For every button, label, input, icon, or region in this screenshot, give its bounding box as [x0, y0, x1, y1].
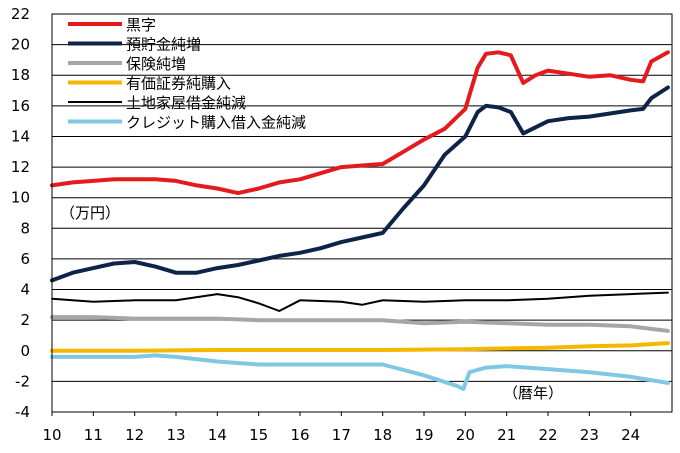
series-line	[50, 353, 670, 391]
series-layer	[50, 50, 670, 391]
legend-label: 土地家屋借金純減	[126, 94, 246, 112]
plot-border	[51, 13, 673, 413]
x-tick-label: 23	[580, 426, 599, 444]
y-tick-label: 2	[20, 311, 30, 329]
y-tick-label: 4	[20, 281, 30, 299]
y-tick-label: 22	[11, 5, 30, 23]
x-tick-label: 17	[332, 426, 351, 444]
x-tick-label: 12	[125, 426, 144, 444]
x-tick-label: 16	[290, 426, 309, 444]
y-tick-label: -4	[15, 403, 30, 421]
x-tick-label: 20	[456, 426, 475, 444]
y-tick-label: -2	[15, 372, 30, 390]
series-line	[50, 315, 670, 333]
series-line	[50, 85, 670, 283]
y-tick-label: 14	[11, 127, 30, 145]
y-tick-label: 6	[20, 250, 30, 268]
x-tick-label: 21	[497, 426, 516, 444]
y-axis-unit-label: （万円）	[60, 204, 120, 222]
x-tick-label: 22	[538, 426, 557, 444]
y-tick-label: 10	[11, 189, 30, 207]
y-tick-label: 18	[11, 66, 30, 84]
x-axis-ticks: 10 11 12 13 14 15 16 17 18 19 20 21 22 23 24	[42, 412, 640, 444]
legend-label: クレジット購入借入金純減	[126, 114, 306, 132]
y-tick-label: 16	[11, 97, 30, 115]
legend-label: 黒字	[126, 16, 156, 34]
series-line	[50, 341, 670, 353]
x-tick-label: 19	[414, 426, 433, 444]
x-tick-label: 18	[373, 426, 392, 444]
series-line	[51, 291, 669, 312]
x-tick-label: 15	[249, 426, 268, 444]
legend-label: 有価証券純購入	[126, 75, 231, 93]
series-line	[50, 50, 670, 196]
x-tick-label: 11	[84, 426, 103, 444]
x-tick-label: 13	[166, 426, 185, 444]
x-tick-label: 24	[621, 426, 640, 444]
legend-label: 保険純増	[126, 55, 186, 73]
legend-label: 預貯金純増	[126, 36, 201, 54]
x-tick-label: 10	[42, 426, 61, 444]
x-tick-label: 14	[208, 426, 227, 444]
y-axis-ticks: -4 -2 0 2 4 6 8 10 12 14 16 18 20 22	[11, 5, 30, 421]
y-tick-label: 12	[11, 158, 30, 176]
y-tick-label: 8	[20, 219, 30, 237]
y-tick-label: 0	[20, 342, 30, 360]
x-axis-unit-label: （暦年）	[503, 384, 563, 402]
y-tick-label: 20	[11, 36, 30, 54]
